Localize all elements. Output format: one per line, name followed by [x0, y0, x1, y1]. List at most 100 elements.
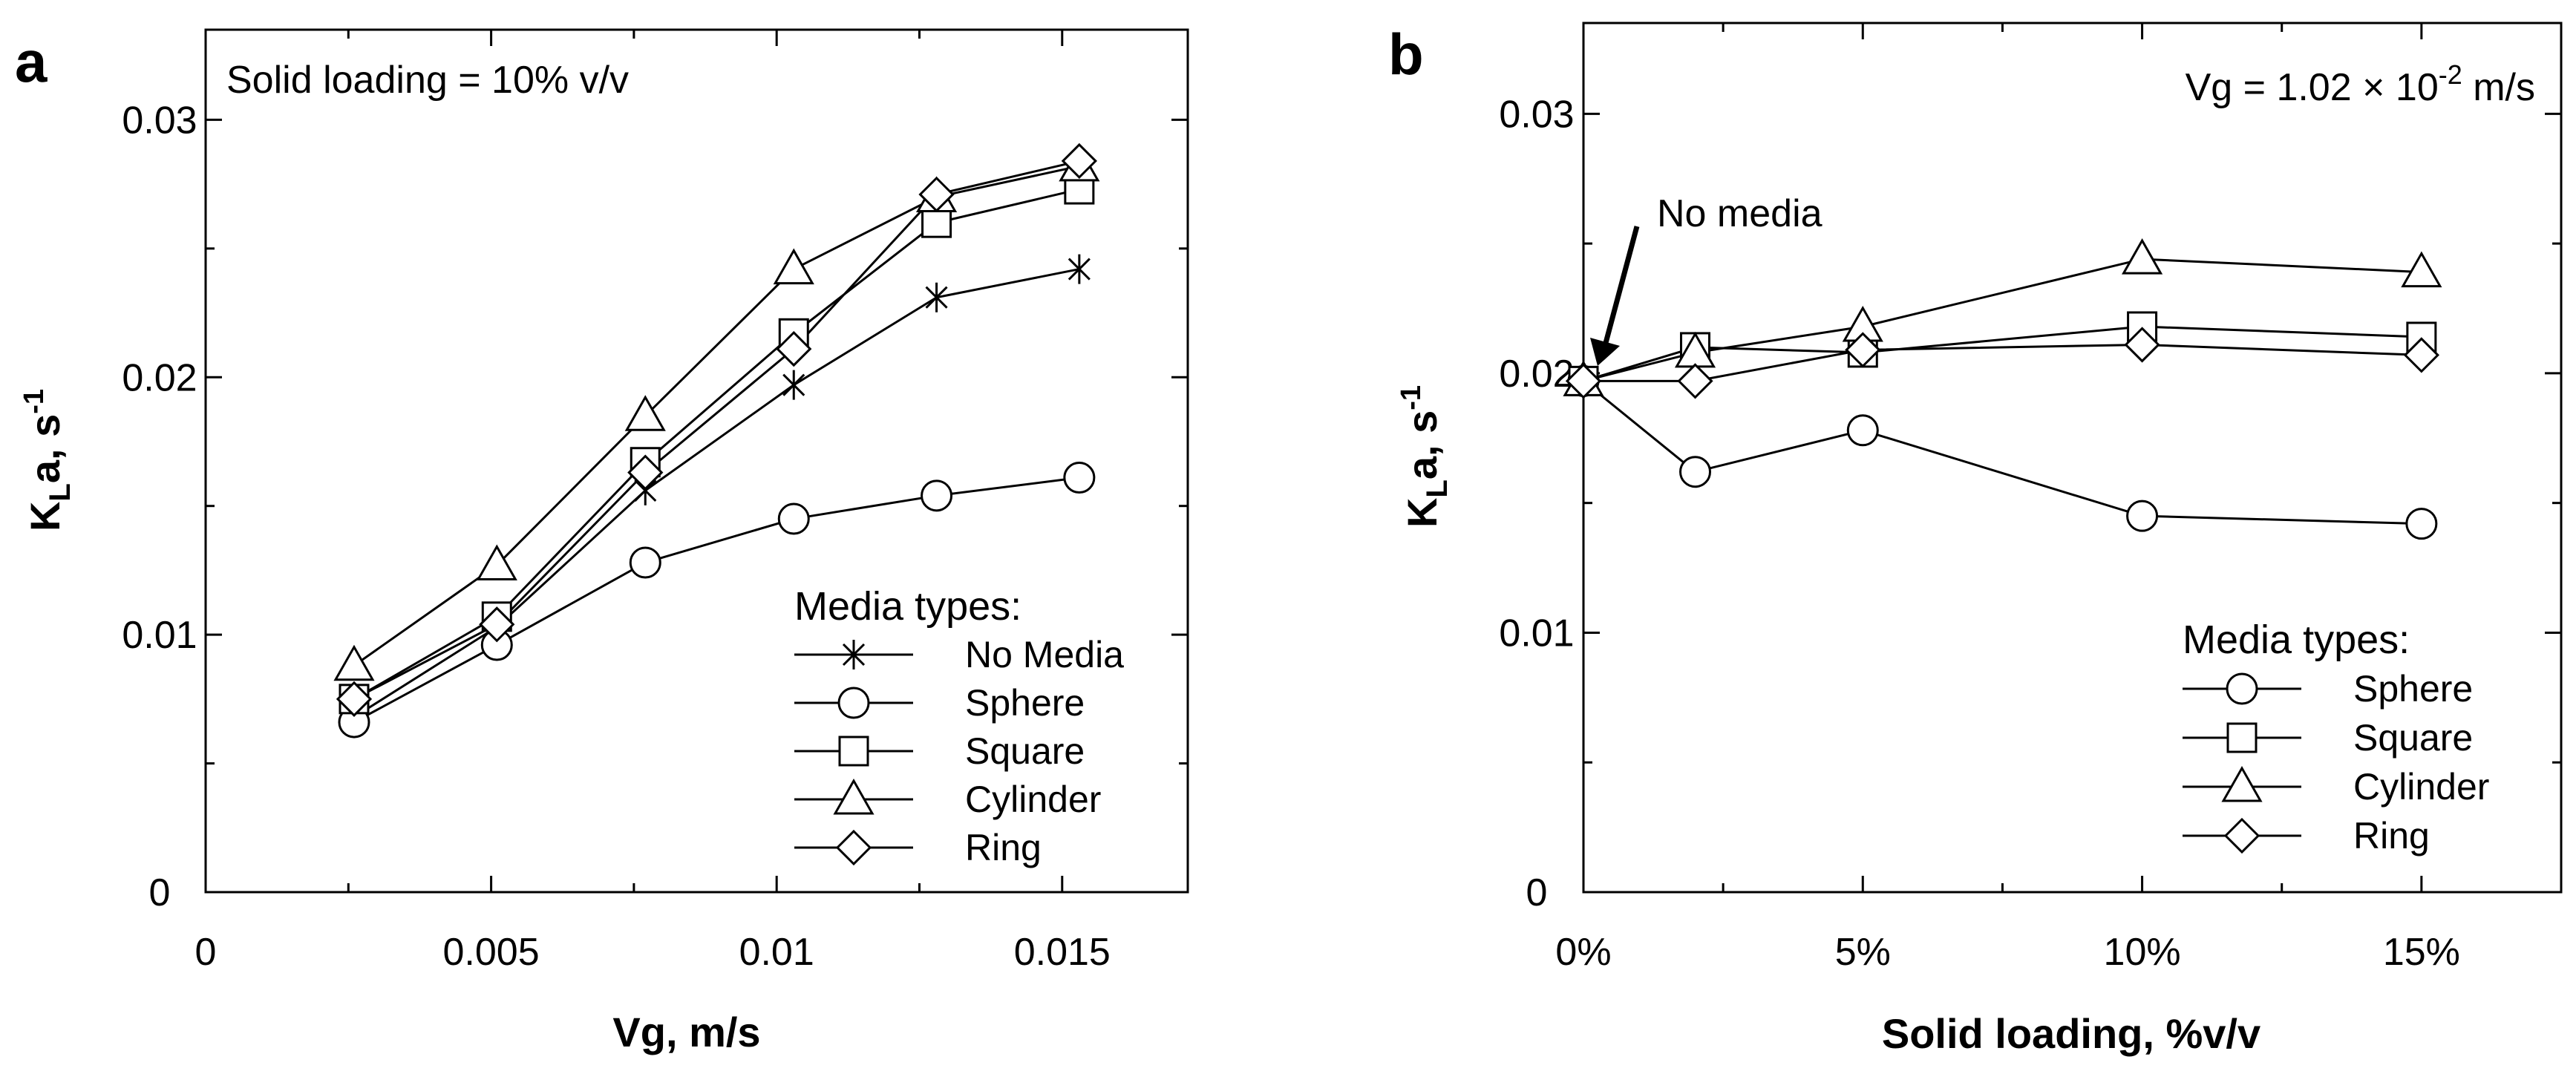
legend-item-no-media: No Media [794, 634, 1124, 675]
series-sphere [353, 476, 1080, 724]
legend-marker-sphere [837, 687, 870, 719]
legend-item-ring: Ring [2183, 815, 2430, 857]
point-ring [918, 176, 955, 213]
panel-a-letter: a [15, 29, 48, 94]
panel-b-arrow-label: No media [1657, 192, 1823, 235]
legend-label-square: Square [2353, 717, 2473, 759]
x-tick-label: 0.015 [1014, 931, 1111, 974]
y-tick-label: 0.03 [122, 99, 197, 142]
y-tick-label: 0.01 [1499, 612, 1574, 655]
legend-label-no-media: No Media [965, 634, 1124, 675]
legend-label-ring: Ring [2353, 815, 2430, 857]
point-sphere [629, 546, 661, 579]
point-no-media [1068, 254, 1091, 284]
legend-marker-square [2226, 722, 2258, 753]
panel-a-legend: Media types: No Media Sphere Square Cylinde… [794, 584, 1124, 868]
legend-marker-no-media [842, 640, 866, 669]
no-media-arrow [1590, 226, 1640, 366]
point-sphere [777, 502, 810, 535]
panel-a-series [333, 143, 1100, 738]
x-tick-label: 0.005 [443, 931, 540, 974]
legend-label-sphere: Sphere [965, 682, 1085, 724]
panel-a-annotation: Solid loading = 10% v/v [226, 59, 629, 102]
legend-label-cylinder: Cylinder [965, 779, 1101, 820]
point-ring [1677, 363, 1713, 399]
legend-marker-ring [835, 829, 872, 866]
series-markers-sphere [338, 462, 1096, 738]
x-tick-label: 0 [195, 931, 217, 974]
series-cylinder [353, 165, 1080, 666]
panel-a-legend-title: Media types: [794, 584, 1021, 629]
panel-b-plot-frame [1582, 22, 2563, 894]
point-sphere [2126, 500, 2159, 532]
series-no-media [353, 268, 1080, 718]
x-tick-label: 0.01 [739, 931, 814, 974]
y-tick-label: 0.01 [122, 614, 197, 657]
point-ring [336, 681, 373, 717]
point-ring [479, 606, 515, 643]
panel-b-letter: b [1388, 22, 1424, 87]
y-tick-label: 0.02 [1499, 353, 1574, 396]
point-ring [776, 330, 812, 367]
point-ring [2124, 327, 2160, 363]
legend-item-cylinder: Cylinder [794, 778, 1101, 820]
panel-a-chart: a Solid loading = 10% v/v 0 0.005 0.01 0.01… [15, 28, 1189, 1055]
point-sphere [1846, 414, 1879, 447]
legend-item-cylinder: Cylinder [2183, 765, 2489, 808]
panel-a-ticks: 0 0.005 0.01 0.015 0 0.01 0.02 0.03 [122, 30, 1188, 974]
panel-b-ticks: 0% 5% 10% 15% 0 0.01 0.02 0.03 [1499, 23, 2563, 974]
point-ring [1061, 143, 1097, 180]
legend-item-sphere: Sphere [794, 682, 1085, 724]
legend-label-ring: Ring [965, 827, 1042, 868]
legend-label-cylinder: Cylinder [2353, 766, 2489, 808]
point-cylinder [333, 644, 375, 681]
legend-marker-cylinder [2221, 765, 2263, 802]
panel-b-chart: b Vg = 1.02 × 10-2 m/s No media 0% 5% 10% 1… [1388, 22, 2563, 1057]
point-cylinder [624, 395, 666, 431]
point-ring [627, 454, 664, 491]
x-tick-label: 15% [2383, 931, 2460, 974]
legend-item-ring: Ring [794, 827, 1042, 868]
legend-item-square: Square [794, 730, 1085, 772]
panel-b-series [1563, 238, 2442, 540]
point-sphere [921, 479, 953, 512]
panel-b-y-axis-label: KLa, s-1 [1396, 385, 1454, 528]
series-line-square [353, 188, 1080, 701]
y-tick-label: 0 [149, 871, 171, 914]
panel-b-x-axis-label: Solid loading, %v/v [1882, 1010, 2260, 1057]
point-cylinder [773, 248, 814, 285]
point-cylinder [476, 544, 517, 580]
point-square [921, 207, 952, 238]
point-no-media [782, 370, 805, 400]
series-line-sphere [353, 476, 1080, 724]
legend-marker-cylinder [833, 778, 875, 815]
legend-marker-ring [2223, 817, 2260, 854]
legend-item-square: Square [2183, 717, 2473, 759]
y-tick-label: 0.03 [1499, 93, 1574, 136]
legend-marker-square [838, 736, 869, 767]
panel-a-x-axis-label: Vg, m/s [612, 1009, 760, 1055]
y-tick-label: 0.02 [122, 356, 197, 399]
point-cylinder [2401, 251, 2442, 288]
panel-b-legend-title: Media types: [2183, 618, 2410, 662]
legend-label-sphere: Sphere [2353, 668, 2473, 710]
point-ring [2403, 337, 2439, 373]
legend-label-square: Square [965, 730, 1085, 772]
legend-marker-sphere [2226, 672, 2258, 705]
series-markers-square [339, 174, 1095, 715]
series-ring [353, 160, 1080, 701]
panel-a-plot-frame [204, 28, 1189, 894]
x-tick-label: 0% [1555, 931, 1611, 974]
point-ring [1565, 363, 1602, 399]
series-sphere [1583, 380, 2422, 525]
y-tick-label: 0 [1526, 871, 1548, 914]
panel-b-legend: Media types: Sphere Square Cylinder Ring [2183, 618, 2489, 857]
series-line-ring [353, 160, 1080, 701]
series-line-cylinder [353, 165, 1080, 666]
series-line-sphere [1583, 380, 2422, 525]
point-cylinder [2121, 238, 2163, 275]
point-sphere [2405, 508, 2438, 540]
point-sphere [1063, 462, 1096, 494]
point-sphere [1679, 456, 1712, 488]
